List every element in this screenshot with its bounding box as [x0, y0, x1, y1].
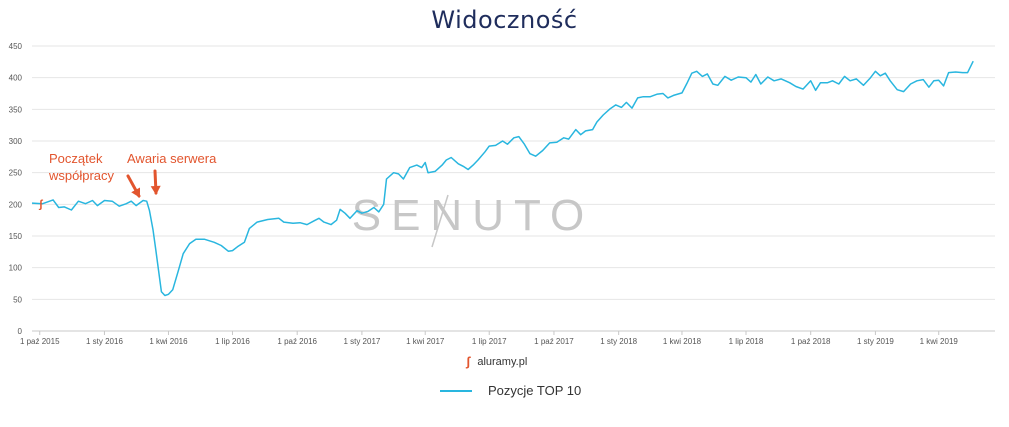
x-tick-label: 1 paź 2016: [277, 337, 317, 346]
senuto-watermark: SENUTO: [352, 191, 595, 248]
watermark-slash: [431, 194, 449, 248]
x-tick-label: 1 lip 2017: [472, 337, 507, 346]
source-label: aluramy.pl: [477, 355, 528, 368]
source-credit: ʃ aluramy.pl: [466, 354, 527, 369]
annotation-arrow-head: [150, 185, 161, 195]
y-tick-label: 350: [9, 105, 23, 114]
series-line-top10: [31, 60, 974, 297]
x-tick-label: 1 paź 2018: [791, 337, 831, 346]
y-tick-label: 450: [9, 42, 23, 51]
x-tick-label: 1 kwi 2017: [406, 337, 445, 346]
y-tick-label: 100: [9, 264, 23, 273]
series: [31, 60, 974, 297]
axes: 0 50 100 150 200 250 300 350 400 450 1 paź 2015 1 s…: [9, 42, 959, 346]
x-tick-label: 1 paź 2017: [534, 337, 574, 346]
y-tick-label: 300: [9, 137, 23, 146]
x-tick-label: 1 sty 2018: [600, 337, 637, 346]
y-tick-label: 50: [13, 295, 22, 304]
x-tick-label: 1 lip 2018: [729, 337, 764, 346]
chart-title: Widoczność: [431, 6, 578, 34]
y-tick-label: 150: [9, 232, 23, 241]
annotation-arrows: [126, 169, 161, 198]
brand-icon: ʃ: [466, 354, 471, 369]
legend-item-top10[interactable]: Pozycje TOP 10: [488, 383, 582, 398]
start-marker: ʃ: [38, 198, 44, 210]
x-tick-label: 1 kwi 2016: [149, 337, 188, 346]
x-tick-label: 1 kwi 2019: [920, 337, 959, 346]
x-tick-label: 1 kwi 2018: [663, 337, 702, 346]
legend[interactable]: Pozycje TOP 10: [440, 383, 581, 398]
grid: [32, 45, 995, 332]
legend-line-swatch: [440, 389, 472, 392]
y-tick-label: 400: [9, 74, 23, 83]
x-tick-label: 1 paź 2015: [20, 337, 60, 346]
series-start-marker: ʃ: [38, 198, 44, 210]
y-tick-label: 250: [9, 169, 23, 178]
y-tick-label: 200: [9, 200, 23, 209]
annotation-server-failure: Awaria serwera: [127, 151, 217, 166]
x-tick-label: 1 sty 2016: [86, 337, 123, 346]
watermark-text: SENUTO: [352, 191, 595, 240]
x-tick-label: 1 sty 2019: [857, 337, 894, 346]
x-tick-label: 1 lip 2016: [215, 337, 250, 346]
annotation-arrow-head: [131, 187, 141, 198]
annotation-start-cooperation: Początek współpracy: [49, 151, 115, 183]
x-tick-label: 1 sty 2017: [343, 337, 380, 346]
y-tick-label: 0: [18, 327, 23, 336]
